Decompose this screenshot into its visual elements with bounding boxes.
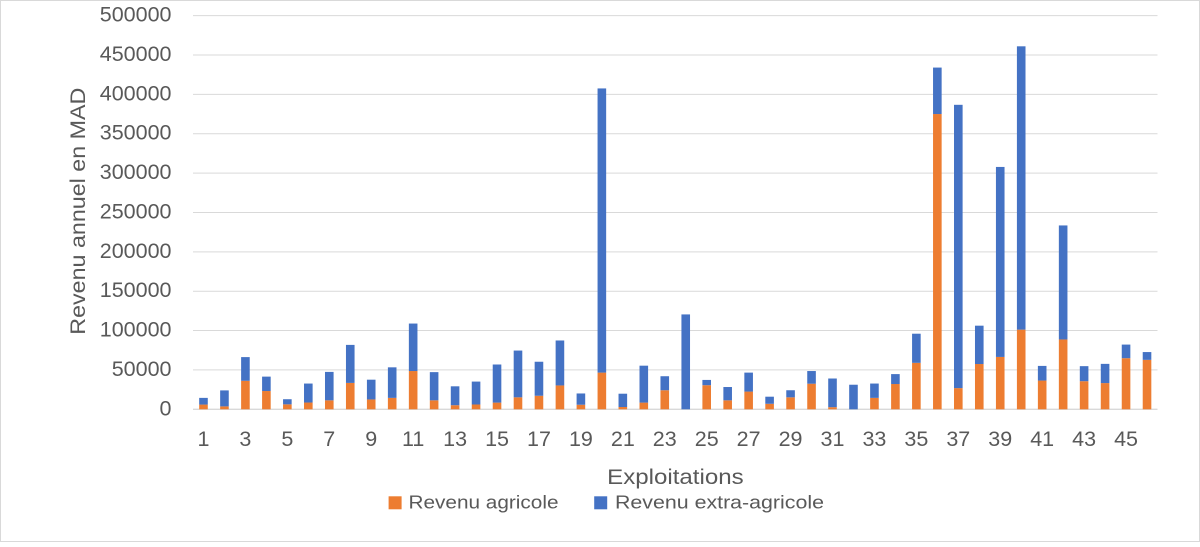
- svg-text:13: 13: [443, 427, 467, 451]
- svg-text:11: 11: [402, 427, 424, 451]
- svg-text:33: 33: [862, 427, 886, 451]
- svg-text:0: 0: [160, 396, 172, 420]
- svg-text:31: 31: [821, 427, 845, 451]
- svg-text:25: 25: [695, 427, 719, 451]
- svg-text:29: 29: [779, 427, 803, 451]
- svg-text:43: 43: [1072, 427, 1096, 451]
- svg-text:17: 17: [527, 427, 551, 451]
- svg-text:35: 35: [904, 427, 928, 451]
- svg-text:400000: 400000: [100, 81, 172, 105]
- svg-text:450000: 450000: [100, 42, 172, 66]
- svg-text:Revenu annuel en MAD: Revenu annuel en MAD: [66, 88, 90, 335]
- svg-text:27: 27: [737, 427, 761, 451]
- svg-text:1: 1: [197, 427, 209, 451]
- svg-text:3: 3: [239, 427, 251, 451]
- svg-text:21: 21: [611, 427, 635, 451]
- svg-text:Exploitations: Exploitations: [607, 465, 744, 489]
- svg-text:250000: 250000: [100, 199, 172, 223]
- svg-text:23: 23: [653, 427, 677, 451]
- svg-text:37: 37: [946, 427, 970, 451]
- svg-text:300000: 300000: [100, 160, 172, 184]
- svg-text:9: 9: [365, 427, 377, 451]
- svg-text:7: 7: [323, 427, 335, 451]
- svg-text:5: 5: [281, 427, 293, 451]
- svg-text:100000: 100000: [100, 318, 172, 342]
- svg-text:150000: 150000: [100, 278, 172, 302]
- svg-text:15: 15: [485, 427, 509, 451]
- svg-text:41: 41: [1030, 427, 1054, 451]
- svg-text:Revenu agricole: Revenu agricole: [409, 492, 559, 512]
- svg-text:Revenu extra-agricole: Revenu extra-agricole: [615, 492, 824, 512]
- svg-text:350000: 350000: [100, 121, 172, 145]
- svg-text:45: 45: [1114, 427, 1138, 451]
- svg-text:50000: 50000: [112, 357, 172, 381]
- svg-text:39: 39: [988, 427, 1012, 451]
- svg-text:500000: 500000: [100, 3, 172, 27]
- svg-text:19: 19: [569, 427, 593, 451]
- svg-text:200000: 200000: [100, 239, 172, 263]
